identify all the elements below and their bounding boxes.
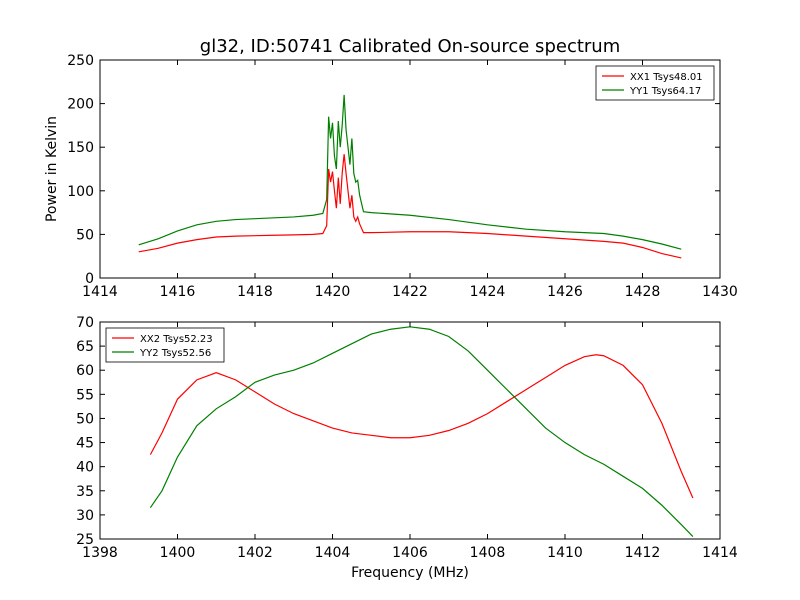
- bottom-ytick-label: 55: [76, 387, 94, 403]
- top-xtick-label: 1426: [547, 284, 583, 300]
- top-ytick-label: 250: [67, 53, 94, 69]
- top-xtick-label: 1430: [702, 284, 738, 300]
- top-legend-box: [595, 65, 715, 101]
- bottom-xtick-label: 1408: [470, 545, 506, 561]
- bottom-ytick-label: 70: [76, 315, 94, 331]
- top-series-line-1: [138, 154, 682, 259]
- bottom-xtick-label: 1398: [82, 545, 118, 561]
- top-xtick-label: 1428: [625, 284, 661, 300]
- bottom-ytick-label: 25: [76, 532, 94, 548]
- top-xtick-label: 1424: [470, 284, 506, 300]
- top-ylabel: Power in Kelvin: [44, 116, 60, 222]
- top-ytick-label: 100: [67, 184, 94, 200]
- top-ytick-label: 200: [67, 97, 94, 113]
- chart-title: gl32, ID:50741 Calibrated On-source spec…: [200, 36, 620, 57]
- bottom-ytick-label: 50: [76, 411, 94, 427]
- bottom-ytick-label: 40: [76, 460, 94, 476]
- bottom-ytick-label: 30: [76, 508, 94, 524]
- bottom-legend-label-2: YY2 Tsys52.56: [139, 348, 211, 359]
- top-series-line-2: [138, 94, 682, 250]
- top-ytick-label: 50: [76, 227, 94, 243]
- bottom-xlabel: Frequency (MHz): [351, 565, 469, 581]
- bottom-legend-box: [105, 327, 225, 363]
- bottom-xtick-label: 1406: [392, 545, 428, 561]
- bottom-legend: XX2 Tsys52.23 YY2 Tsys52.56: [105, 327, 225, 363]
- bottom-xtick-label: 1400: [160, 545, 196, 561]
- bottom-series-group: [149, 326, 694, 538]
- bottom-xtick-label: 1404: [315, 545, 351, 561]
- top-ytick-label: 150: [67, 140, 94, 156]
- bottom-ytick-label: 45: [76, 436, 94, 452]
- top-ytick-label: 0: [85, 271, 94, 287]
- bottom-xtick-label: 1402: [237, 545, 273, 561]
- bottom-ytick-label: 60: [76, 363, 94, 379]
- top-xtick-label: 1414: [82, 284, 118, 300]
- bottom-xtick-label: 1414: [702, 545, 738, 561]
- bottom-ytick-label: 65: [76, 339, 94, 355]
- top-legend: XX1 Tsys48.01 YY1 Tsys64.17: [595, 65, 715, 101]
- top-xtick-label: 1422: [392, 284, 428, 300]
- top-legend-label-2: YY1 Tsys64.17: [629, 86, 701, 97]
- bottom-ytick-label: 35: [76, 484, 94, 500]
- top-xtick-label: 1418: [237, 284, 273, 300]
- bottom-series-line-1: [149, 354, 694, 499]
- top-xtick-label: 1416: [160, 284, 196, 300]
- top-xtick-label: 1420: [315, 284, 351, 300]
- top-panel: 1414 1416 1418 1420 1422 1424 1426 1428 1430 0 50 1…: [44, 53, 738, 300]
- bottom-xtick-label: 1410: [547, 545, 583, 561]
- bottom-series-line-2: [149, 326, 694, 538]
- bottom-legend-label-1: XX2 Tsys52.23: [140, 334, 213, 345]
- bottom-panel: 1398 1400 1402 1404 1406 1408 1410 1412 1414 25 30…: [76, 315, 738, 581]
- bottom-xtick-label: 1412: [625, 545, 661, 561]
- top-legend-label-1: XX1 Tsys48.01: [630, 72, 703, 83]
- top-series-group: [138, 94, 682, 259]
